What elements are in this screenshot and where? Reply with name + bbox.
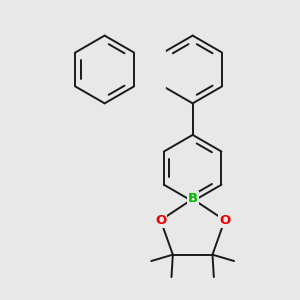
Text: O: O [155,214,166,227]
Text: B: B [188,193,198,206]
Text: O: O [219,214,230,227]
